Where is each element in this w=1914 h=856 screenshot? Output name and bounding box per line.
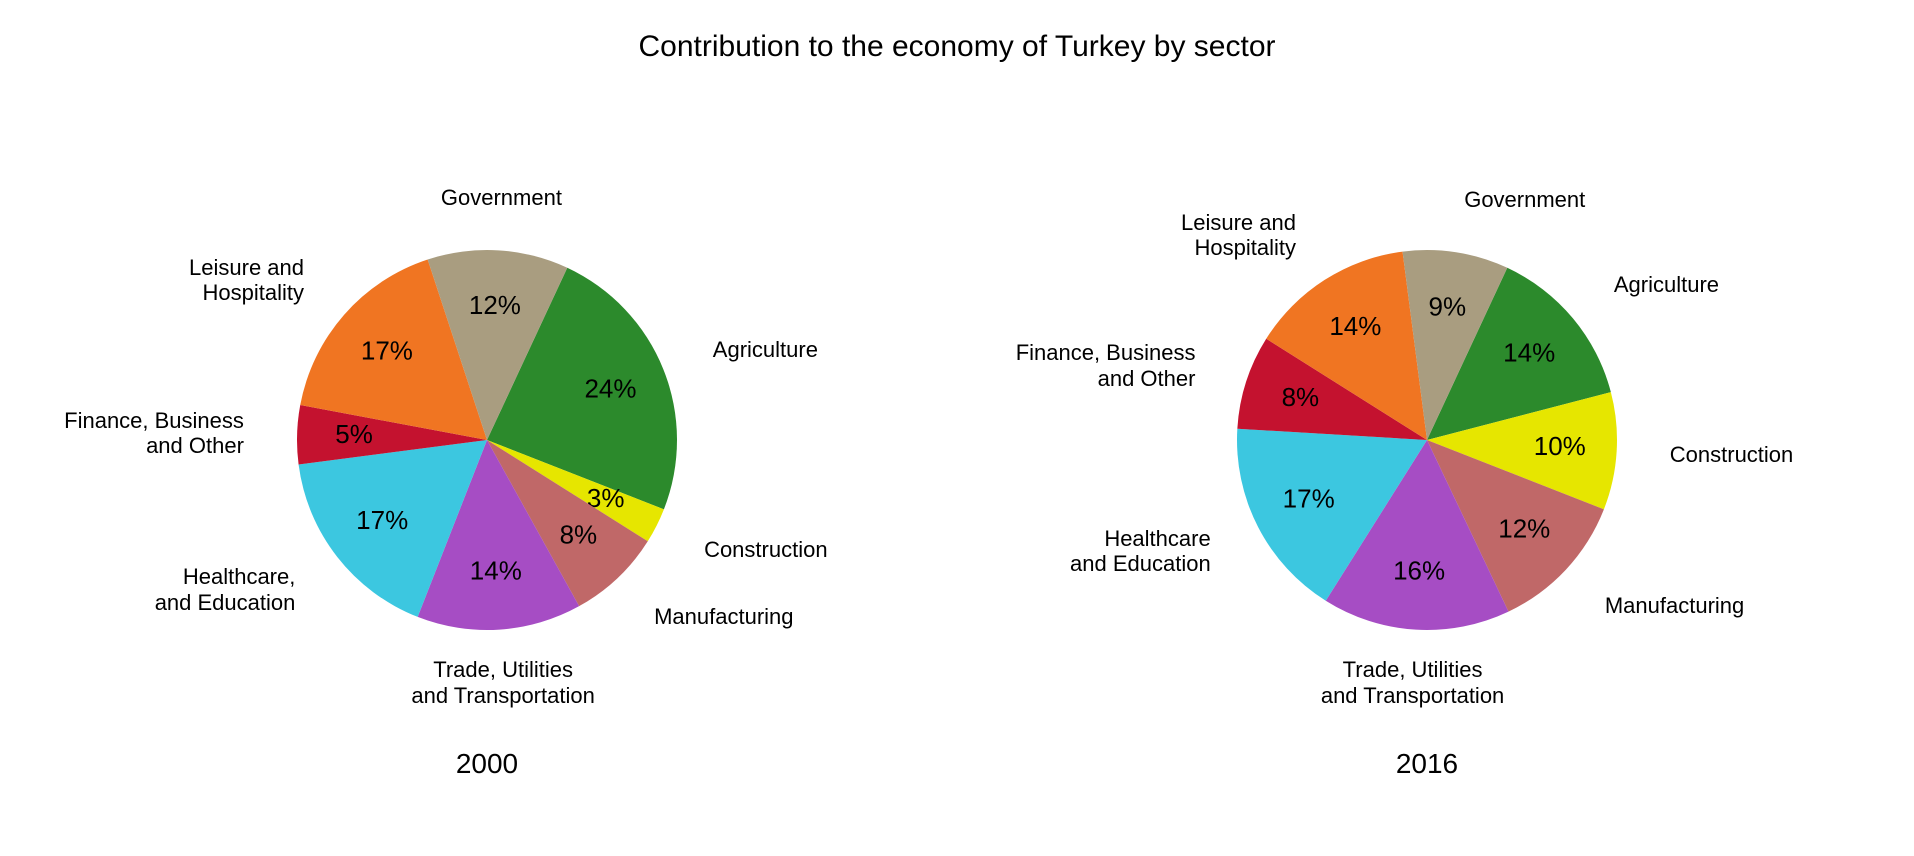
slice-pct-government: 12% bbox=[469, 290, 521, 320]
slice-pct-manufacturing: 8% bbox=[560, 520, 598, 550]
slice-pct-leisure: 17% bbox=[361, 335, 413, 365]
slice-pct-agriculture: 14% bbox=[1503, 338, 1555, 368]
slice-label-government: Government bbox=[1464, 187, 1585, 212]
slice-label-leisure: Leisure andHospitality bbox=[189, 255, 304, 306]
slice-label-construction: Construction bbox=[1670, 442, 1794, 467]
slice-pct-health_edu: 17% bbox=[1283, 484, 1335, 514]
slice-label-construction: Construction bbox=[704, 537, 828, 562]
page-root: Contribution to the economy of Turkey by… bbox=[0, 0, 1914, 856]
pie-chart: 14% 10% 12% 16% 17% 8% 14% 9% bbox=[1197, 210, 1657, 670]
slice-pct-construction: 10% bbox=[1534, 431, 1586, 461]
slice-pct-finance: 5% bbox=[335, 419, 373, 449]
pie-chart: 24%3%8%14%17%5%17%12% bbox=[257, 210, 717, 670]
slice-label-government: Government bbox=[441, 185, 562, 210]
slice-pct-finance: 8% bbox=[1282, 382, 1320, 412]
chart-main-title: Contribution to the economy of Turkey by… bbox=[0, 30, 1914, 64]
chart-subtitle: 2016 bbox=[1067, 748, 1787, 780]
slice-label-agriculture: Agriculture bbox=[713, 337, 818, 362]
slice-label-leisure: Leisure andHospitality bbox=[1181, 210, 1296, 261]
slice-label-agriculture: Agriculture bbox=[1614, 272, 1719, 297]
slice-label-trade: Trade, Utilitiesand Transportation bbox=[1321, 657, 1504, 708]
chart-panel-2000: 24%3%8%14%17%5%17%12% 2000 AgricultureCo… bbox=[127, 120, 847, 760]
slice-pct-leisure: 14% bbox=[1329, 311, 1381, 341]
slice-label-manufacturing: Manufacturing bbox=[1605, 593, 1744, 618]
slice-pct-manufacturing: 12% bbox=[1498, 514, 1550, 544]
charts-row: 24%3%8%14%17%5%17%12% 2000 AgricultureCo… bbox=[0, 120, 1914, 760]
slice-pct-government: 9% bbox=[1429, 291, 1467, 321]
slice-pct-trade: 16% bbox=[1393, 556, 1445, 586]
slice-pct-agriculture: 24% bbox=[584, 373, 636, 403]
slice-pct-health_edu: 17% bbox=[356, 505, 408, 535]
slice-label-health_edu: Healthcareand Education bbox=[1070, 526, 1211, 577]
chart-panel-2016: 14%10%12%16%17%8%14%9% 2016 AgricultureC… bbox=[1067, 120, 1787, 760]
slice-label-finance: Finance, Businessand Other bbox=[64, 408, 244, 459]
slice-label-trade: Trade, Utilitiesand Transportation bbox=[411, 657, 594, 708]
slice-label-finance: Finance, Businessand Other bbox=[1016, 340, 1196, 391]
chart-subtitle: 2000 bbox=[127, 748, 847, 780]
slice-label-manufacturing: Manufacturing bbox=[654, 604, 793, 629]
slice-label-health_edu: Healthcare,and Education bbox=[155, 564, 296, 615]
slice-pct-trade: 14% bbox=[470, 556, 522, 586]
